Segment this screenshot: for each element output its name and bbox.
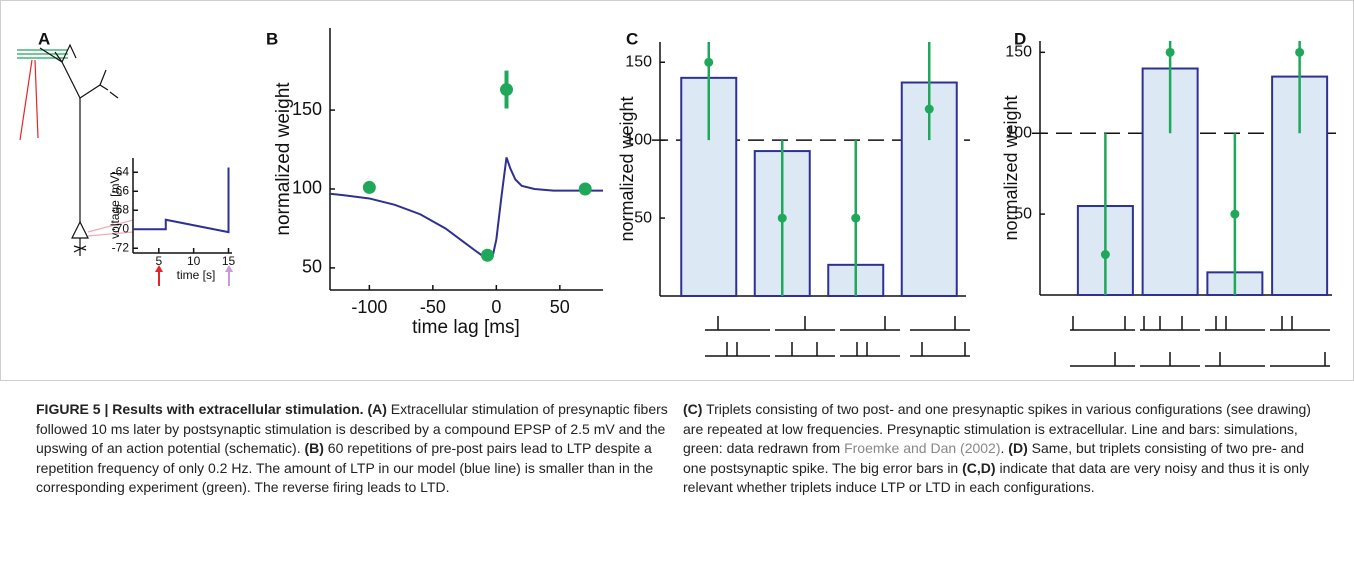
caption-bold: (C,D) [962, 459, 996, 476]
caption-left: FIGURE 5 | Results with extracellular st… [36, 400, 676, 498]
y-tick-label: 50 [1014, 205, 1032, 222]
data-point [851, 213, 861, 223]
x-tick-label: 15 [222, 254, 236, 268]
y-tick-label: 100 [1005, 124, 1032, 141]
data-point [924, 104, 934, 114]
y-tick-label: -68 [112, 202, 130, 216]
x-tick-label: -50 [420, 297, 446, 317]
data-point [480, 248, 494, 262]
line [330, 157, 603, 260]
data-point [1295, 47, 1305, 57]
x-tick-label: 10 [187, 254, 201, 268]
x-tick-label: -100 [351, 297, 387, 317]
data-point [578, 182, 592, 196]
caption-bold: FIGURE 5 | Results with extracellular st… [36, 401, 364, 417]
caption-right: (C) Triplets consisting of two post- and… [683, 400, 1323, 498]
x-tick-label: 0 [491, 297, 501, 317]
caption-text: . [1000, 440, 1009, 457]
y-tick-label: 150 [625, 53, 652, 70]
y-tick-label: 50 [634, 209, 652, 226]
panel-label: D [1014, 29, 1026, 48]
caption-bold: (B) [304, 440, 324, 457]
y-axis-label: voltage [mV] [108, 172, 122, 239]
data-point [1230, 209, 1240, 219]
caption-bold: (C) [683, 401, 703, 417]
caption-bold: (A) [367, 401, 387, 417]
data-point [704, 57, 714, 67]
data-point [1100, 250, 1110, 260]
x-axis-label: time lag [ms] [412, 317, 520, 338]
y-axis-label: normalized weight [273, 82, 294, 236]
panel-label: A [38, 29, 50, 48]
panel-label: B [266, 29, 278, 48]
caption-text: 60 repetitions of pre-post pairs lead to… [36, 440, 654, 496]
data-point [1165, 47, 1175, 57]
x-tick-label: 5 [155, 254, 162, 268]
y-axis-label: normalized weight [617, 96, 637, 241]
data-point [777, 213, 787, 223]
y-tick-label: -64 [112, 164, 130, 178]
x-tick-label: 50 [550, 297, 570, 317]
y-tick-label: 100 [625, 131, 652, 148]
y-tick-label: 150 [292, 99, 322, 119]
y-tick-label: -72 [112, 240, 130, 254]
caption-text: Same, but triplets consisting of two pre… [683, 440, 1304, 476]
caption-bold: (D) [1008, 440, 1028, 457]
caption-text: Triplets consisting of two post- and one… [683, 401, 1311, 457]
y-tick-label: -66 [112, 183, 130, 197]
line [133, 167, 230, 234]
spike-trains [705, 316, 1330, 367]
y-tick-label: -70 [112, 221, 130, 235]
y-tick-label: 50 [302, 257, 322, 277]
y-tick-label: 150 [1005, 44, 1032, 61]
y-tick-label: 100 [292, 178, 322, 198]
figure: A B C D voltage [mV] time [s] -72 -70 -68 -66… [0, 0, 1354, 381]
panel-label: C [626, 29, 638, 48]
neuron-schematic [17, 43, 233, 286]
caption-text: Extracellular stimulation of presynaptic… [36, 401, 668, 457]
x-axis-label: time [s] [177, 268, 216, 282]
data-point [499, 83, 513, 97]
data-point [362, 180, 376, 194]
y-axis-label: normalized weight [1001, 95, 1021, 240]
citation-link[interactable]: Froemke and Dan (2002) [844, 440, 1001, 457]
caption-text: indicate that data are very noisy and th… [683, 459, 1310, 496]
